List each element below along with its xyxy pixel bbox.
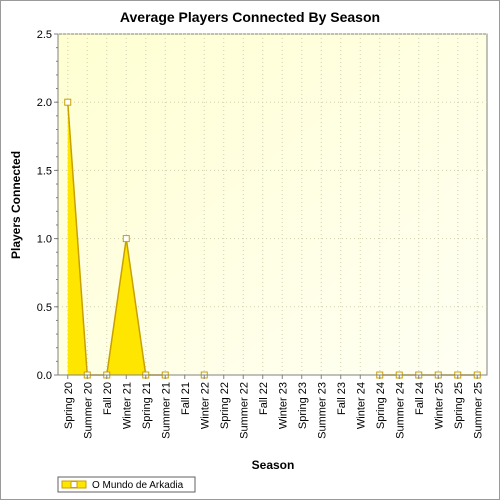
legend: O Mundo de Arkadia: [57, 476, 196, 493]
x-tick-label: Fall 23: [336, 382, 348, 415]
y-tick-label: 2.5: [37, 29, 52, 41]
y-tick-label: 0.5: [37, 302, 52, 314]
y-tick-label: 2.0: [37, 97, 52, 109]
x-tick-label: Spring 24: [375, 382, 387, 429]
y-axis-label: Players Connected: [9, 151, 23, 259]
x-tick-label: Winter 24: [355, 382, 367, 429]
x-tick-label: Summer 25: [472, 382, 484, 439]
x-tick-label: Fall 24: [414, 382, 426, 415]
y-tick-label: 1.0: [37, 234, 52, 246]
legend-marker: [70, 481, 78, 488]
x-tick-label: Spring 20: [63, 382, 75, 429]
x-tick-label: Spring 23: [297, 382, 309, 429]
y-tick-label: 0.0: [37, 370, 52, 382]
x-tick-label: Summer 21: [160, 382, 172, 439]
x-axis: Spring 20 Summer 20 Fall 20 Winter 21 Spring…: [58, 374, 487, 439]
x-tick-label: Winter 25: [433, 382, 445, 429]
data-point: [122, 235, 130, 243]
x-tick-label: Spring 21: [141, 382, 153, 429]
x-tick-label: Winter 21: [121, 382, 133, 429]
y-axis: 0.0 0.5 1.0 1.5 2.0 2.5: [37, 29, 59, 382]
x-tick-label: Fall 20: [102, 382, 114, 415]
x-tick-label: Summer 20: [82, 382, 94, 439]
data-point: [64, 98, 72, 106]
x-tick-label: Summer 23: [316, 382, 328, 439]
x-axis-label: Season: [252, 458, 295, 472]
y-tick-label: 1.5: [37, 165, 52, 177]
area-fill: [67, 102, 166, 375]
x-tick-label: Spring 25: [453, 382, 465, 429]
chart-title: Average Players Connected By Season: [120, 9, 380, 25]
x-tick-label: Winter 22: [199, 382, 211, 429]
legend-label: O Mundo de Arkadia: [92, 480, 184, 491]
x-tick-label: Fall 22: [258, 382, 270, 415]
x-tick-label: Summer 22: [238, 382, 250, 439]
x-tick-label: Winter 23: [277, 382, 289, 429]
x-tick-label: Summer 24: [394, 382, 406, 439]
legend-box: [57, 476, 196, 493]
x-tick-label: Fall 21: [180, 382, 192, 415]
x-tick-label: Spring 22: [219, 382, 231, 429]
